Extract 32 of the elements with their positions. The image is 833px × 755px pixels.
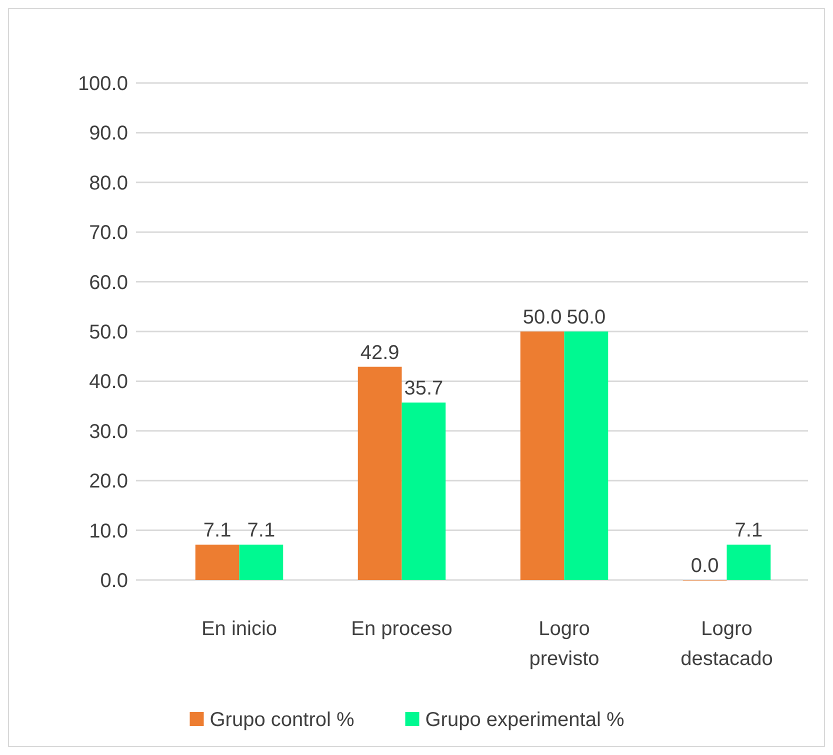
bar [402, 402, 446, 580]
bar [195, 544, 240, 580]
y-tick-label: 60.0 [89, 272, 128, 294]
legend-label: Grupo experimental % [425, 709, 624, 731]
y-tick-label: 0.0 [100, 570, 128, 592]
y-tick-label: 80.0 [89, 172, 128, 194]
data-label: 50.0 [566, 306, 606, 328]
bar [564, 332, 608, 580]
data-label: 7.1 [247, 520, 276, 542]
bar [726, 544, 771, 580]
y-tick-label: 40.0 [89, 371, 128, 394]
data-label: 42.9 [360, 342, 400, 364]
data-label: 7.1 [734, 520, 763, 542]
x-tick-label: En proceso [351, 618, 452, 640]
x-tick-label: En inicio [201, 618, 278, 640]
y-tick-label: 50.0 [89, 322, 128, 344]
data-label: 7.1 [203, 520, 232, 542]
y-tick-label: 100.0 [78, 73, 128, 95]
y-tick-label: 90.0 [89, 122, 128, 145]
y-tick-label: 20.0 [89, 470, 128, 493]
legend-label: Grupo control % [210, 709, 354, 731]
y-tick-label: 70.0 [89, 222, 128, 244]
x-tick-label: Logro destacado [680, 618, 773, 670]
bar [520, 332, 564, 580]
y-tick-label: 30.0 [89, 420, 128, 443]
bar [239, 544, 284, 580]
bar [358, 366, 402, 580]
x-tick-label: Logro previsto [529, 618, 600, 670]
data-label: 35.7 [404, 378, 444, 400]
data-label: 0.0 [690, 555, 719, 577]
y-tick-label: 10.0 [89, 520, 128, 542]
data-label: 50.0 [522, 306, 562, 328]
